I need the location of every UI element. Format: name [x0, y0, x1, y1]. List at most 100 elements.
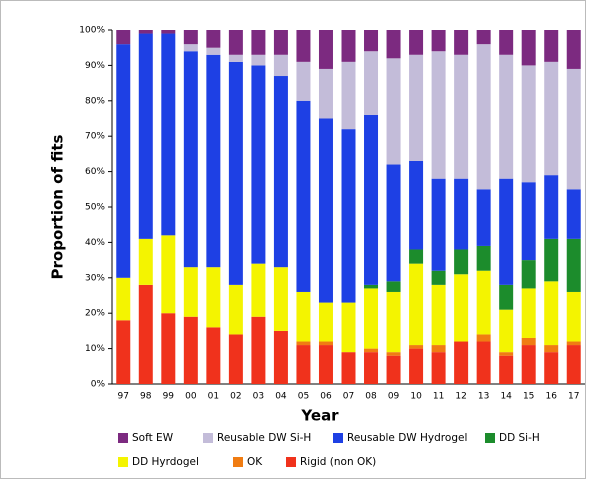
bar-segment — [431, 270, 446, 285]
bar-segment — [138, 284, 153, 384]
bar-segment — [341, 61, 356, 130]
bar-segment — [206, 267, 221, 328]
bar-segment — [476, 245, 491, 271]
bar-segment — [138, 30, 153, 34]
bar-segment — [228, 61, 243, 285]
bar-segment — [206, 30, 221, 48]
bar-segment — [318, 345, 333, 384]
bar-segment — [251, 316, 266, 384]
bar-segment — [228, 54, 243, 62]
bar-segment — [454, 178, 469, 250]
bar-segment — [183, 44, 198, 52]
y-tick-label: 80% — [85, 96, 105, 106]
x-tick-label: 13 — [478, 392, 489, 402]
bar-segment — [183, 267, 198, 317]
x-tick-label: 97 — [118, 392, 129, 402]
bar-segment — [521, 65, 536, 183]
bar-segment — [476, 334, 491, 342]
bar-segment — [521, 345, 536, 384]
bar-segment — [544, 352, 559, 384]
y-tick-label: 10% — [85, 344, 105, 354]
bar-segment — [566, 30, 581, 69]
bar-segment — [476, 30, 491, 45]
bar-segment — [566, 291, 581, 342]
bar-segment — [454, 341, 469, 384]
x-tick-label: 11 — [433, 392, 444, 402]
bar-segment — [296, 61, 311, 101]
y-tick-label: 0% — [91, 380, 106, 390]
bar-segment — [521, 260, 536, 289]
bar-segment — [183, 316, 198, 384]
bar-segment — [273, 267, 288, 331]
bar-segment — [431, 30, 446, 52]
bar-segment — [566, 345, 581, 384]
bar-segment — [544, 238, 559, 282]
bar-segment — [409, 30, 424, 55]
bar-segment — [364, 114, 379, 285]
x-tick-label: 15 — [523, 392, 534, 402]
bar-segment — [273, 330, 288, 384]
bar-segment — [251, 65, 266, 264]
legend-label: Soft EW — [132, 432, 174, 444]
bar-segment — [273, 76, 288, 268]
bar-segment — [431, 178, 446, 271]
x-tick-label: 17 — [568, 392, 579, 402]
bar-segment — [476, 44, 491, 190]
bar-segment — [409, 249, 424, 264]
bar-segment — [161, 30, 176, 34]
x-tick-label: 07 — [343, 392, 354, 402]
legend-swatch — [118, 457, 128, 467]
x-tick-label: 01 — [208, 392, 219, 402]
x-tick-label: 03 — [253, 392, 264, 402]
bar-segment — [476, 270, 491, 335]
bar-segment — [364, 51, 379, 115]
legend-label: DD Hyrdogel — [132, 456, 199, 468]
bar-segment — [386, 164, 401, 282]
bar-segment — [386, 30, 401, 59]
bar-segment — [273, 54, 288, 77]
bar-segment — [499, 284, 514, 310]
legend-label: Reusable DW Si-H — [217, 432, 311, 444]
bar-segment — [499, 178, 514, 285]
bar-segment — [476, 341, 491, 384]
legend-swatch — [118, 433, 128, 443]
bar-segment — [296, 291, 311, 342]
bar-segment — [409, 345, 424, 349]
bar-segment — [341, 352, 356, 384]
bar-segment — [566, 238, 581, 292]
y-tick-label: 40% — [85, 238, 105, 248]
bar-segment — [431, 51, 446, 179]
y-tick-label: 70% — [85, 132, 105, 142]
legend-label: OK — [247, 456, 263, 468]
bar-segment — [364, 288, 379, 349]
x-tick-label: 14 — [500, 392, 512, 402]
bar-segment — [161, 313, 176, 384]
y-tick-label: 20% — [85, 309, 105, 319]
bar-segment — [228, 30, 243, 55]
x-tick-label: 00 — [185, 392, 197, 402]
bar-segment — [161, 33, 176, 236]
x-tick-label: 08 — [365, 392, 377, 402]
legend-swatch — [233, 457, 243, 467]
bar-segment — [409, 54, 424, 161]
bar-segment — [499, 54, 514, 179]
bar-segment — [183, 30, 198, 45]
bar-segment — [409, 160, 424, 250]
legend-label: DD Si-H — [499, 432, 540, 444]
bar-segment — [454, 54, 469, 179]
x-tick-label: 10 — [410, 392, 422, 402]
bar-segment — [386, 352, 401, 356]
bar-segment — [341, 302, 356, 353]
bar-segment — [318, 302, 333, 342]
x-tick-label: 05 — [298, 392, 309, 402]
bar-segment — [296, 100, 311, 292]
bar-segment — [296, 341, 311, 346]
bar-segment — [273, 30, 288, 55]
bar-segment — [364, 284, 379, 289]
bar-segment — [318, 118, 333, 303]
bar-segment — [566, 341, 581, 346]
bar-segment — [544, 175, 559, 239]
bar-segment — [251, 30, 266, 55]
bar-segment — [431, 352, 446, 384]
